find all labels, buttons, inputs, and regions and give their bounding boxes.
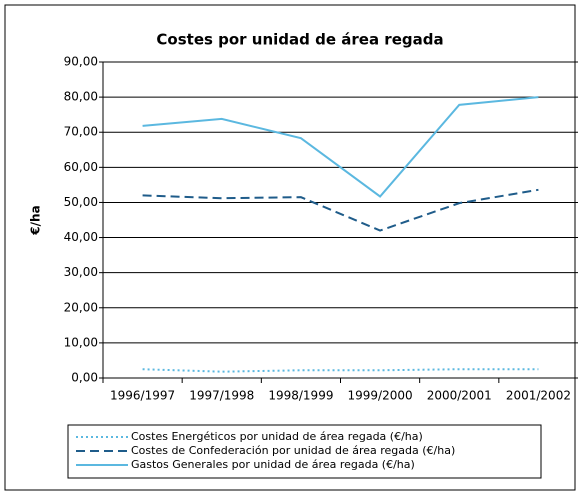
y-tick-label: 60,00 (64, 160, 98, 174)
x-tick-label: 1998/1999 (268, 389, 333, 403)
series-line (142, 188, 539, 232)
y-tick-label: 20,00 (64, 300, 98, 314)
y-tick-label: 10,00 (64, 335, 98, 349)
y-tick-label: 30,00 (64, 265, 98, 279)
series-line (142, 368, 539, 373)
series-line (142, 96, 539, 198)
legend-label: Gastos Generales por unidad de área rega… (131, 458, 415, 471)
x-tick-label: 1999/2000 (348, 389, 413, 403)
x-tick-label: 2000/2001 (427, 389, 492, 403)
legend-label: Costes de Confederación por unidad de ár… (131, 444, 455, 457)
x-tick-label: 2001/2002 (506, 389, 571, 403)
chart-frame (4, 4, 576, 491)
x-tick-label: 1996/1997 (110, 389, 175, 403)
y-tick-label: 40,00 (64, 230, 98, 244)
legend-box (67, 424, 542, 479)
y-tick-label: 0,00 (71, 371, 98, 385)
y-tick-label: 80,00 (64, 90, 98, 104)
x-tick-label: 1997/1998 (189, 389, 254, 403)
legend-label: Costes Energéticos por unidad de área re… (131, 430, 423, 443)
y-tick-label: 70,00 (64, 125, 98, 139)
y-tick-label: 50,00 (64, 195, 98, 209)
y-axis-label: €/ha (29, 205, 43, 235)
chart-title: Costes por unidad de área regada (156, 31, 443, 49)
y-tick-label: 90,00 (64, 55, 98, 69)
